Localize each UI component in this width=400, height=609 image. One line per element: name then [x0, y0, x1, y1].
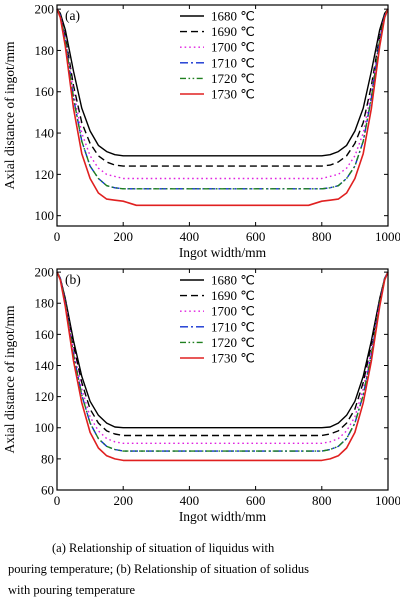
legend-label-2: 1700 ℃	[211, 304, 255, 319]
y-tick-label: 180	[35, 43, 55, 58]
x-tick-label: 800	[312, 229, 332, 244]
y-tick-label: 60	[41, 483, 54, 498]
legend-label-1: 1690 ℃	[211, 24, 255, 39]
chart-solidus: 0 200 400 600 800 1000 60 80 100 120 140 160 180 200 I…	[2, 265, 400, 524]
y-tick-label: 200	[35, 2, 55, 17]
x-tick-label: 600	[246, 493, 266, 508]
series-line-2	[56, 271, 389, 445]
x-tick-label: 200	[113, 229, 133, 244]
x-tick-label: 1000	[375, 493, 400, 508]
y-tick-label: 80	[41, 451, 54, 466]
legend-label-4: 1720 ℃	[211, 71, 255, 86]
legend-label-0: 1680 ℃	[211, 273, 255, 288]
series-line-5	[56, 8, 389, 207]
legend-label-5: 1730 ℃	[211, 351, 255, 366]
caption-line-3: with pouring temperature	[8, 583, 136, 597]
y-tick-label: 120	[35, 389, 55, 404]
y-tick-label: 160	[35, 84, 55, 99]
series-line-0	[56, 8, 389, 157]
series-line-5	[56, 271, 389, 462]
y-tick-label: 180	[35, 296, 55, 311]
plot-frame	[56, 4, 389, 227]
legend-label-1: 1690 ℃	[211, 288, 255, 303]
x-tick-label: 800	[312, 493, 332, 508]
x-tick-label: 0	[54, 229, 61, 244]
y-tick-label: 100	[35, 420, 55, 435]
legend-label-3: 1710 ℃	[211, 55, 255, 70]
y-axis-label: Axial distance of ingot/mm	[2, 305, 17, 454]
y-tick-label: 140	[35, 126, 55, 141]
y-axis-label: Axial distance of ingot/mm	[2, 41, 17, 190]
y-tick-label: 200	[35, 265, 55, 280]
caption-line-2: pouring temperature; (b) Relationship of…	[8, 562, 309, 576]
series-line-4	[56, 271, 389, 452]
panel-label: (a)	[65, 8, 80, 23]
x-axis-label: Ingot width/mm	[179, 509, 267, 524]
chart-liquidus: 0 200 400 600 800 1000 100 120 140 160 180 200 Ingot…	[2, 2, 400, 260]
x-tick-label: 600	[246, 229, 266, 244]
x-tick-label: 400	[180, 229, 200, 244]
series-line-4	[56, 8, 389, 190]
plot-frame	[56, 268, 389, 491]
legend-label-3: 1710 ℃	[211, 319, 255, 334]
series-line-0	[56, 271, 389, 429]
x-tick-label: 200	[113, 493, 133, 508]
caption-line-1: (a) Relationship of situation of liquidu…	[52, 541, 275, 555]
y-tick-label: 120	[35, 167, 55, 182]
x-tick-label: 0	[54, 493, 61, 508]
x-tick-label: 400	[180, 493, 200, 508]
x-tick-label: 1000	[375, 229, 400, 244]
panel-label: (b)	[65, 272, 81, 287]
legend-label-0: 1680 ℃	[211, 9, 255, 24]
legend-label-5: 1730 ℃	[211, 87, 255, 102]
y-tick-label: 100	[35, 208, 55, 223]
y-tick-label: 140	[35, 358, 55, 373]
series-line-1	[56, 271, 389, 437]
y-tick-label: 160	[35, 327, 55, 342]
legend-label-4: 1720 ℃	[211, 335, 255, 350]
x-axis-label: Ingot width/mm	[179, 245, 267, 260]
series-line-1	[56, 8, 389, 167]
series-line-3	[56, 271, 389, 452]
legend-label-2: 1700 ℃	[211, 40, 255, 55]
